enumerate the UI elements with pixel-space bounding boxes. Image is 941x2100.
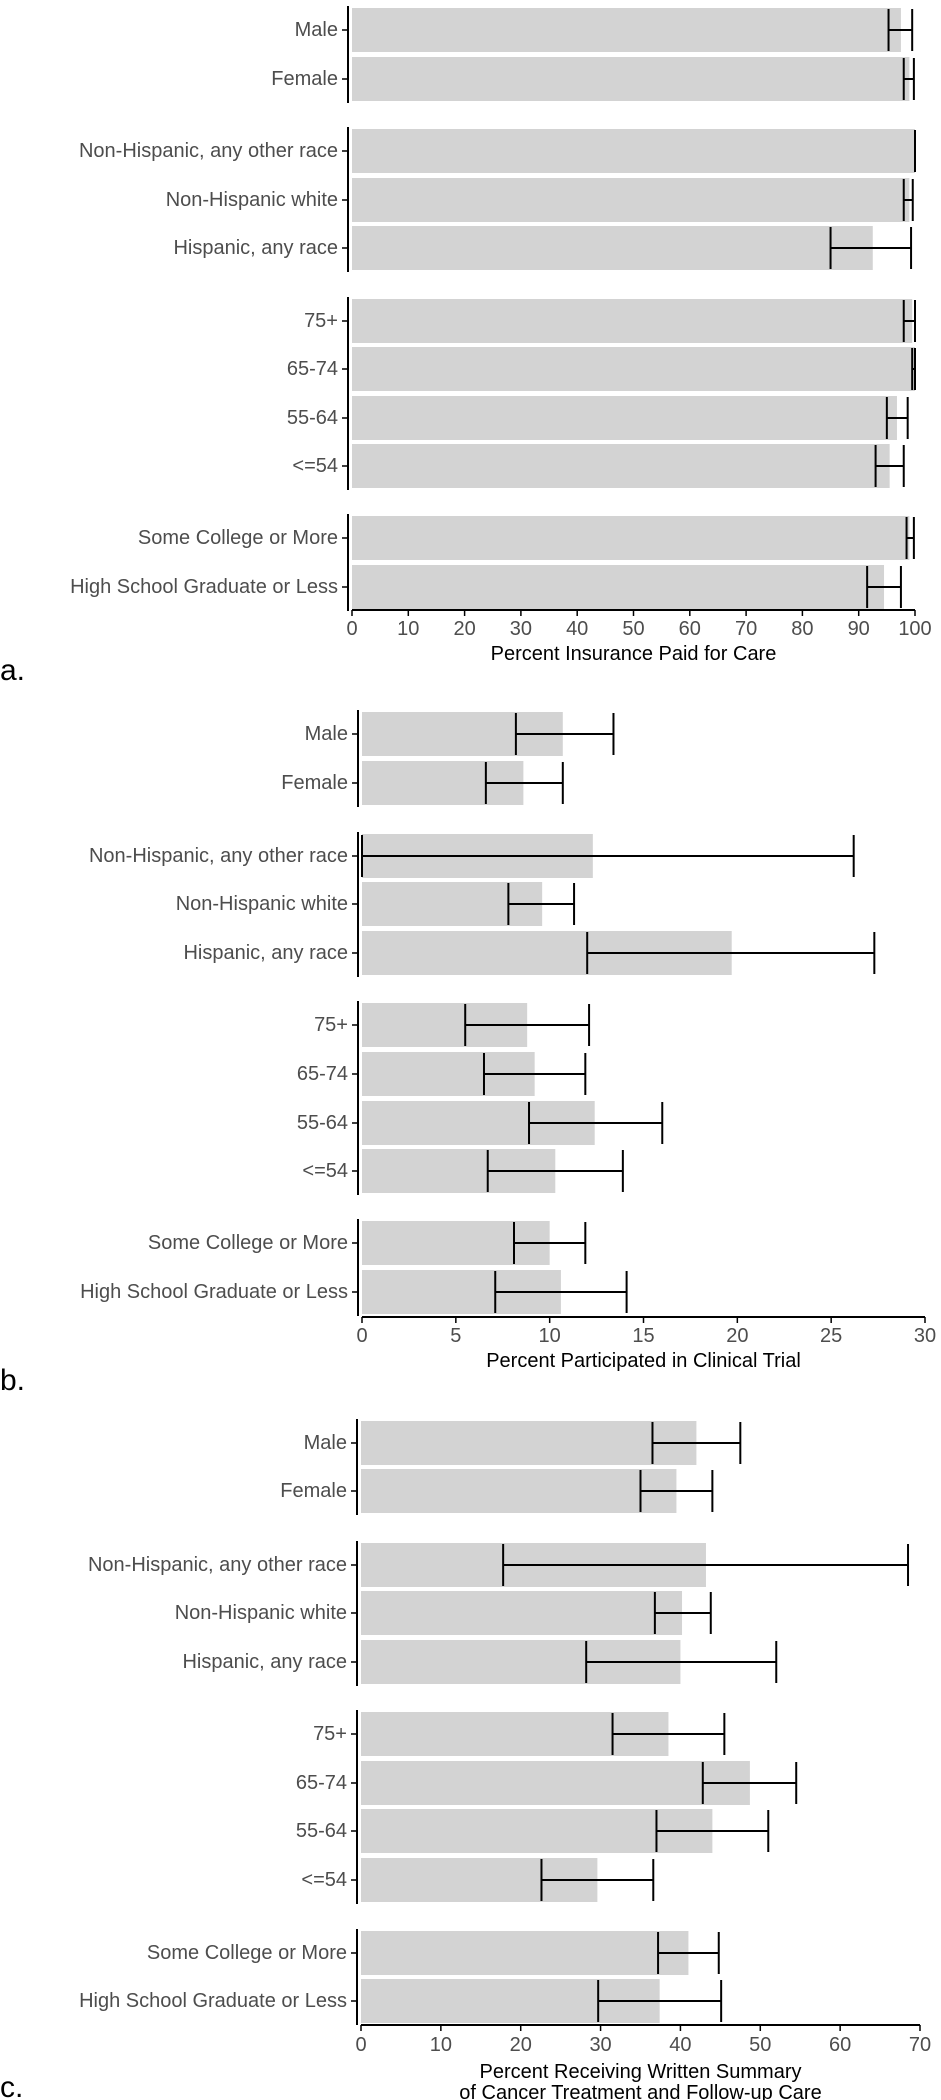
x-tick-label: 30 [914, 1325, 936, 1347]
category-label: 65-74 [287, 358, 338, 380]
x-tick-label: 60 [679, 618, 701, 640]
category-label: 65-74 [296, 1772, 347, 1794]
category-label: <=54 [302, 1160, 348, 1182]
category-label: Hispanic, any race [173, 237, 338, 259]
x-tick-label: 0 [356, 1325, 367, 1347]
x-tick-label: 20 [453, 618, 475, 640]
category-label: High School Graduate or Less [79, 1990, 347, 2012]
bar [352, 178, 910, 222]
category-label: Non-Hispanic, any other race [88, 1554, 347, 1576]
x-tick-label: 30 [510, 618, 532, 640]
category-label: High School Graduate or Less [80, 1281, 348, 1303]
panel-label: a. [0, 654, 25, 687]
bar [361, 1931, 689, 1975]
x-tick-label: 70 [909, 2034, 931, 2056]
x-tick-label: 0 [346, 618, 357, 640]
x-tick-label: 50 [622, 618, 644, 640]
bar [352, 516, 910, 560]
bar [352, 565, 885, 609]
category-label: Some College or More [147, 1942, 347, 1964]
x-tick-label: 20 [726, 1325, 748, 1347]
category-label: Male [304, 1432, 347, 1454]
bar [352, 299, 913, 343]
x-tick-label: 25 [820, 1325, 842, 1347]
x-tick-label: 80 [791, 618, 813, 640]
category-label: Non-Hispanic white [166, 189, 338, 211]
category-label: Non-Hispanic, any other race [89, 845, 348, 867]
category-label: 75+ [314, 1014, 348, 1036]
category-label: Some College or More [138, 527, 338, 549]
x-axis-title: Percent Receiving Written Summary [480, 2061, 802, 2083]
category-label: Some College or More [148, 1232, 348, 1254]
bar [361, 1809, 713, 1853]
category-label: Hispanic, any race [183, 942, 348, 964]
bar [352, 129, 915, 173]
bar [352, 8, 901, 52]
category-label: 55-64 [296, 1820, 347, 1842]
category-label: Male [305, 723, 348, 745]
bar [352, 57, 910, 101]
x-tick-label: 30 [589, 2034, 611, 2056]
x-tick-label: 50 [749, 2034, 771, 2056]
panel-label: c. [0, 2071, 23, 2100]
x-tick-label: 90 [848, 618, 870, 640]
category-label: Female [271, 68, 338, 90]
category-label: 55-64 [287, 407, 338, 429]
x-tick-label: 20 [510, 2034, 532, 2056]
category-label: 75+ [304, 310, 338, 332]
category-label: Female [280, 1480, 347, 1502]
category-label: 75+ [313, 1723, 347, 1745]
category-label: Non-Hispanic white [176, 893, 348, 915]
x-tick-label: 10 [397, 618, 419, 640]
category-label: Non-Hispanic, any other race [79, 140, 338, 162]
x-axis-title: Percent Insurance Paid for Care [491, 643, 777, 665]
x-tick-label: 60 [829, 2034, 851, 2056]
category-label: Female [281, 772, 348, 794]
bar [361, 1761, 750, 1805]
category-label: 55-64 [297, 1112, 348, 1134]
bar [352, 444, 890, 488]
category-label: <=54 [292, 455, 338, 477]
x-tick-label: 10 [430, 2034, 452, 2056]
bar [352, 396, 897, 440]
bar [352, 347, 915, 391]
category-label: <=54 [301, 1869, 347, 1891]
x-tick-label: 70 [735, 618, 757, 640]
category-label: Hispanic, any race [182, 1651, 347, 1673]
bar [361, 1421, 697, 1465]
bar [352, 226, 873, 270]
bar [361, 1591, 683, 1635]
category-label: 65-74 [297, 1063, 348, 1085]
x-tick-label: 5 [450, 1325, 461, 1347]
x-tick-label: 100 [898, 618, 931, 640]
x-axis-title: Percent Participated in Clinical Trial [486, 1350, 801, 1372]
x-tick-label: 40 [566, 618, 588, 640]
category-label: High School Graduate or Less [70, 576, 338, 598]
x-axis-title: of Cancer Treatment and Follow-up Care [459, 2082, 821, 2100]
panel-label: b. [0, 1364, 25, 1397]
x-tick-label: 40 [669, 2034, 691, 2056]
x-tick-label: 0 [355, 2034, 366, 2056]
category-label: Non-Hispanic white [175, 1602, 347, 1624]
x-tick-label: 10 [539, 1325, 561, 1347]
bar [361, 1469, 677, 1513]
category-label: Male [295, 19, 338, 41]
x-tick-label: 15 [632, 1325, 654, 1347]
